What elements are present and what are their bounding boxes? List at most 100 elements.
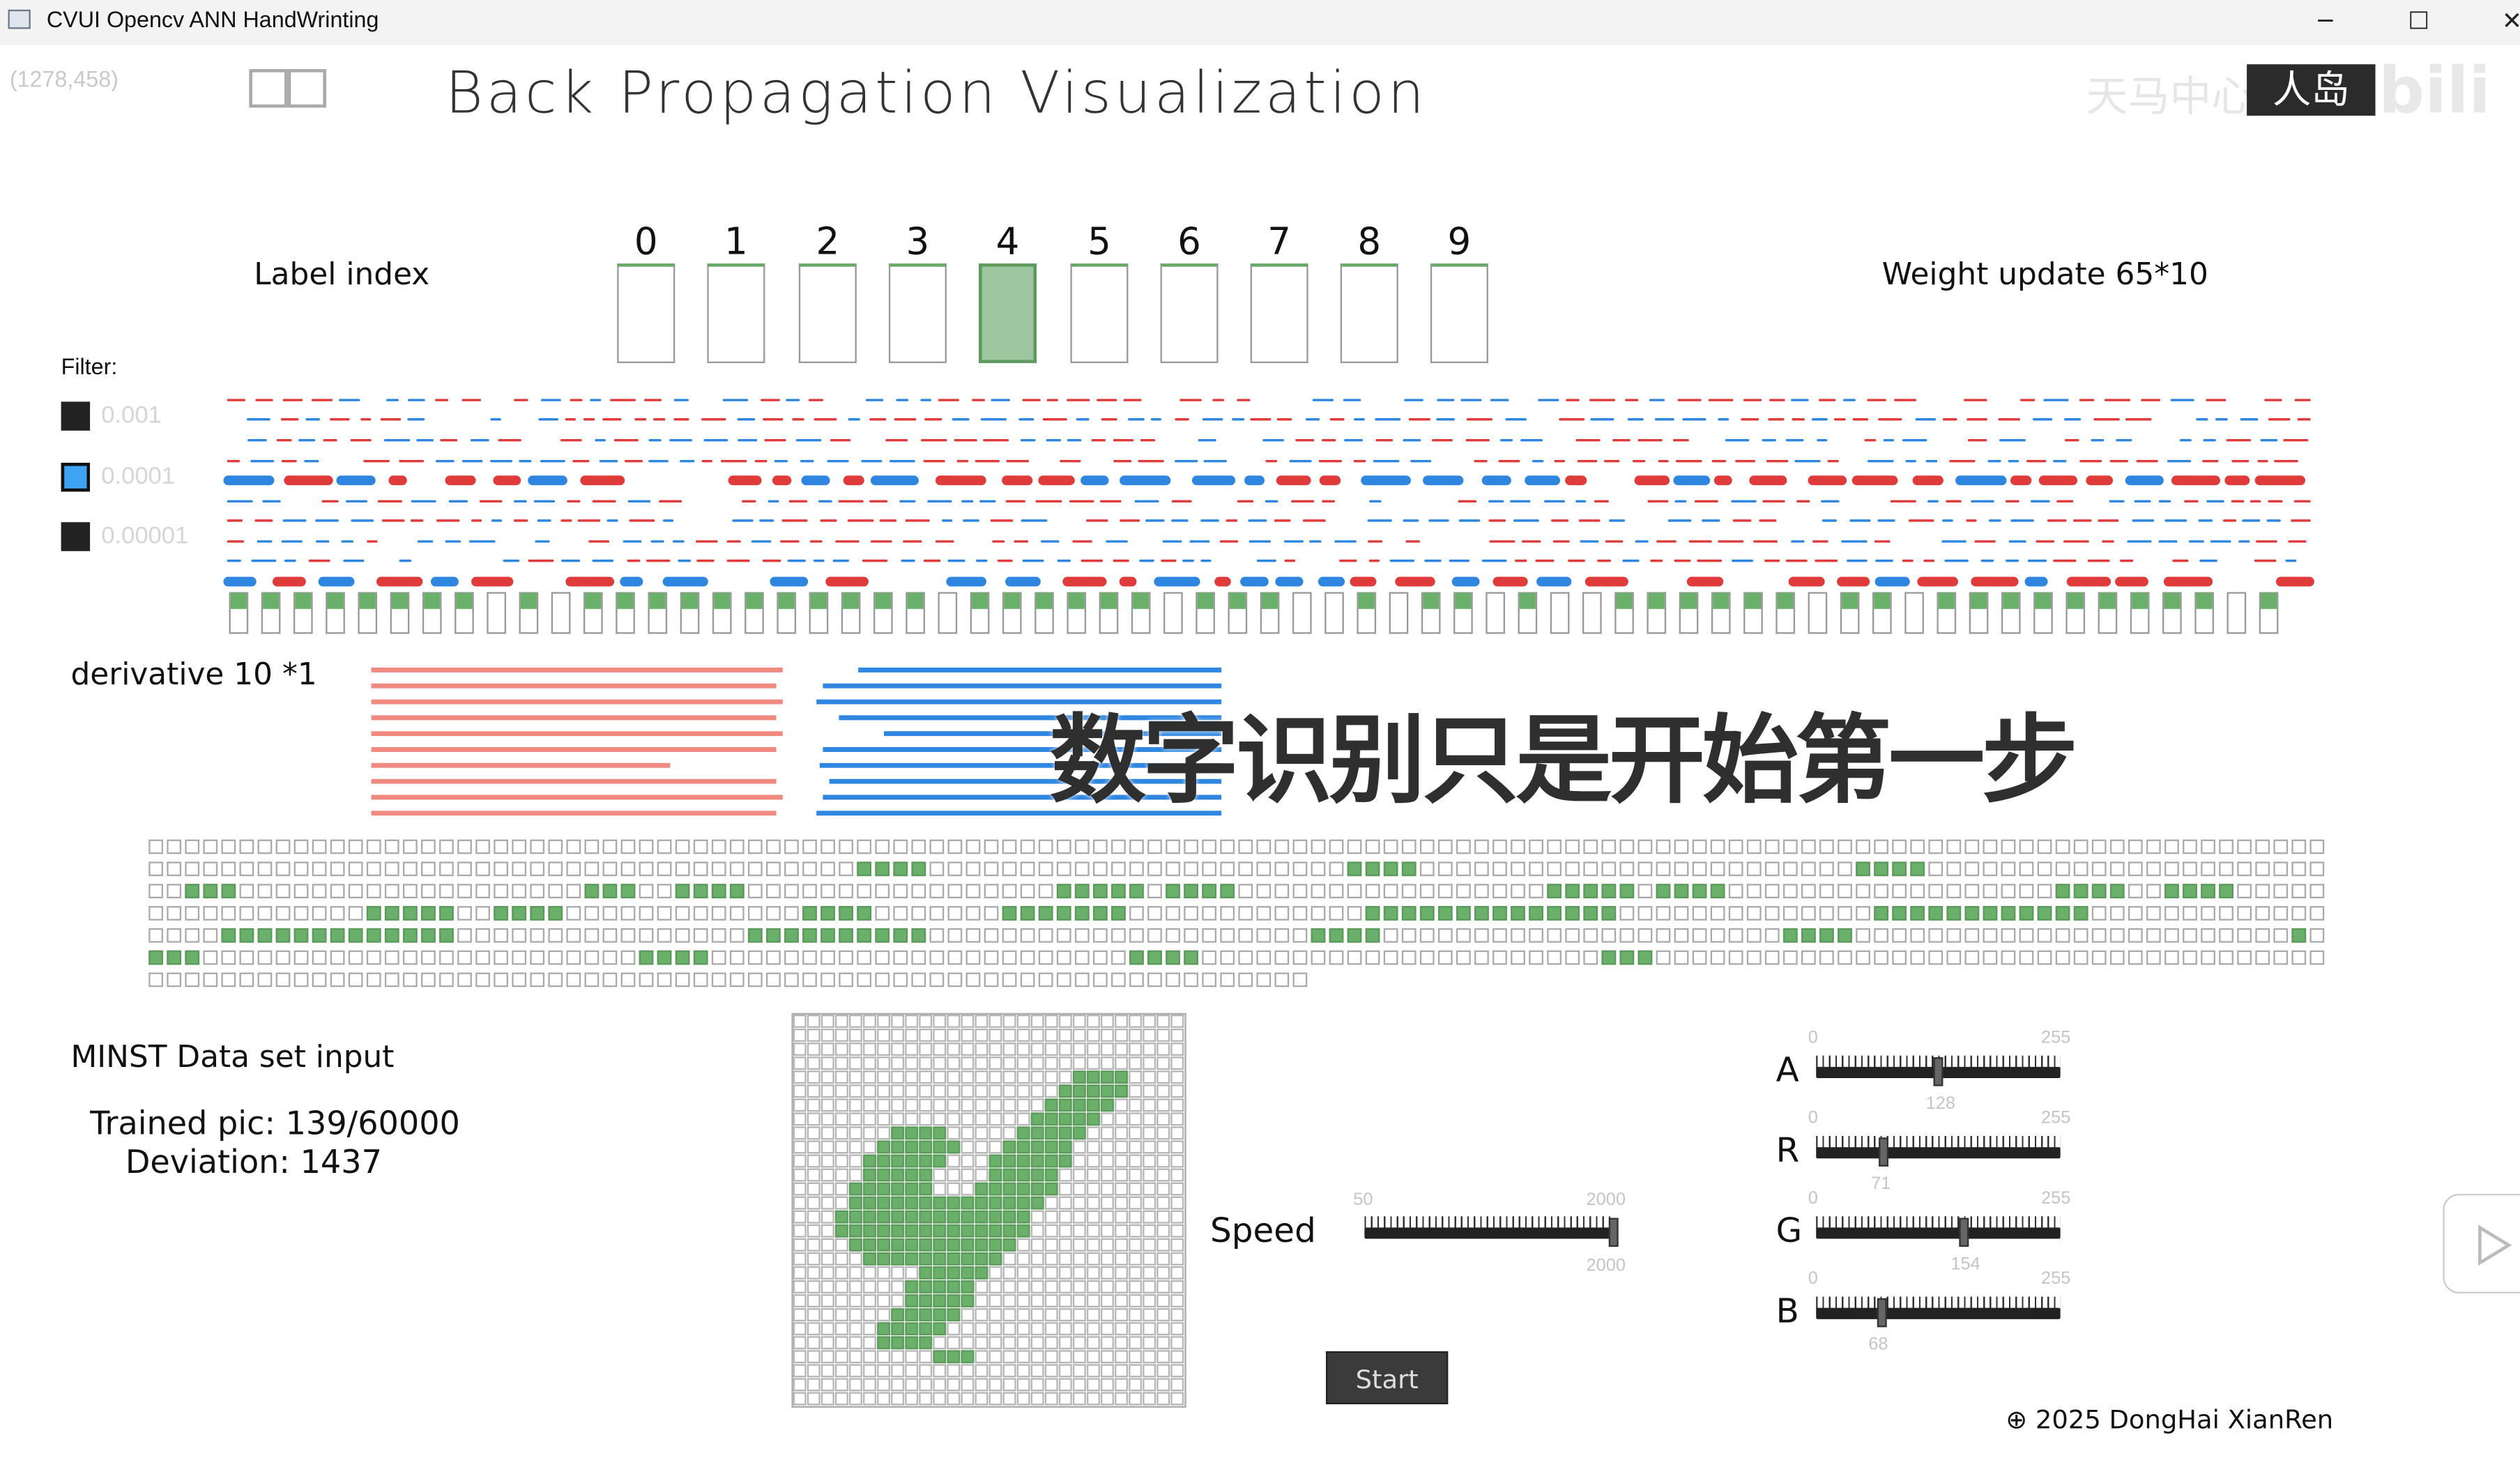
- hidden-cell: [1856, 839, 1870, 854]
- mnist-pixel: [919, 1028, 933, 1042]
- hidden-cell: [1038, 972, 1053, 988]
- mnist-pixel: [1044, 1043, 1058, 1056]
- filter-checkbox[interactable]: [61, 522, 91, 551]
- mnist-pixel: [863, 1308, 876, 1322]
- mnist-pixel-on: [975, 1238, 988, 1252]
- hidden-cell-active: [893, 861, 908, 877]
- mnist-pixel: [793, 1252, 807, 1266]
- mnist-pixel: [1072, 1043, 1086, 1056]
- mnist-pixel: [1016, 1084, 1030, 1098]
- mnist-pixel: [933, 1168, 947, 1182]
- mnist-pixel-on: [891, 1308, 905, 1322]
- label-box-0[interactable]: [617, 263, 675, 364]
- slider-B-thumb[interactable]: [1876, 1298, 1886, 1328]
- slider-R-track[interactable]: [1816, 1147, 2061, 1159]
- mnist-pixel: [988, 1014, 1002, 1028]
- close-button[interactable]: ✕: [2475, 0, 2520, 45]
- hidden-cell: [566, 839, 581, 854]
- hidden-cell: [1383, 950, 1398, 965]
- slider-A-thumb[interactable]: [1934, 1057, 1944, 1086]
- mnist-pixel: [891, 1043, 905, 1056]
- label-box-5[interactable]: [1070, 263, 1129, 364]
- hidden-cell: [2291, 839, 2307, 854]
- label-box-3[interactable]: [888, 263, 947, 364]
- mnist-pixel: [1115, 1336, 1128, 1350]
- hidden-cell: [1256, 928, 1272, 943]
- hidden-cell: [1764, 839, 1780, 854]
- slider-R-thumb[interactable]: [1879, 1137, 1889, 1167]
- hidden-cell: [457, 884, 472, 899]
- hidden-cell: [548, 839, 563, 854]
- start-button[interactable]: Start: [1326, 1351, 1449, 1405]
- slider-G-thumb[interactable]: [1958, 1218, 1969, 1247]
- minimize-button[interactable]: ─: [2318, 6, 2333, 36]
- hidden-cell: [1928, 950, 1944, 965]
- maximize-button[interactable]: ☐: [2408, 6, 2430, 36]
- hidden-cell: [729, 861, 744, 877]
- label-box-1[interactable]: [707, 263, 765, 364]
- slider-G-track[interactable]: [1816, 1227, 2061, 1239]
- hidden-cell: [766, 839, 781, 854]
- mnist-pixel: [1016, 1322, 1030, 1336]
- book-icon[interactable]: [249, 69, 329, 108]
- hidden-cell: [857, 839, 872, 854]
- label-box-7[interactable]: [1250, 263, 1308, 364]
- hidden-cell: [203, 928, 218, 943]
- mnist-pixel: [834, 1182, 848, 1196]
- mnist-pixel: [1016, 1043, 1030, 1056]
- mnist-pixel: [947, 1168, 961, 1182]
- label-box-4[interactable]: [979, 263, 1037, 364]
- slider-B-track[interactable]: [1816, 1307, 2061, 1319]
- hidden-cell: [729, 906, 744, 921]
- hidden-cell: [1819, 861, 1834, 877]
- mnist-pixel: [1016, 1014, 1030, 1028]
- mnist-pixel: [1156, 1238, 1170, 1252]
- mnist-pixel: [1129, 1070, 1143, 1084]
- mnist-pixel: [988, 1280, 1002, 1293]
- mnist-pixel: [820, 1266, 834, 1280]
- hidden-cell: [330, 839, 345, 854]
- hidden-cell: [185, 906, 200, 921]
- hidden-cell-active: [1347, 928, 1362, 943]
- hidden-cell: [802, 839, 817, 854]
- filter-checkbox-selected[interactable]: [61, 462, 91, 492]
- hidden-cell: [620, 972, 636, 988]
- hidden-cell: [312, 861, 327, 877]
- hidden-cell: [366, 839, 381, 854]
- hidden-cell: [1764, 906, 1780, 921]
- hidden-cell-active: [1511, 906, 1525, 921]
- label-box-8[interactable]: [1340, 263, 1398, 364]
- mnist-pixel-on: [961, 1350, 975, 1364]
- play-icon[interactable]: [2443, 1193, 2520, 1293]
- mnist-pixel: [793, 1070, 807, 1084]
- hidden-cell: [639, 884, 654, 899]
- hidden-cell: [1856, 884, 1870, 899]
- mnist-pixel: [1086, 1014, 1100, 1028]
- filter-checkbox[interactable]: [61, 401, 91, 431]
- mnist-pixel-on: [1044, 1140, 1058, 1154]
- hidden-cell: [1910, 839, 1925, 854]
- hidden-cell: [1692, 906, 1707, 921]
- mnist-pixel: [1129, 1280, 1143, 1293]
- hidden-cell: [2073, 839, 2088, 854]
- hidden-cell: [1637, 928, 1653, 943]
- hidden-cell: [893, 884, 908, 899]
- label-box-2[interactable]: [798, 263, 857, 364]
- speed-slider-thumb[interactable]: [1608, 1218, 1619, 1247]
- hidden-cell: [1166, 839, 1180, 854]
- mnist-pixel: [975, 1294, 988, 1307]
- mnist-pixel: [1058, 1182, 1072, 1196]
- speed-slider-track[interactable]: [1364, 1227, 1614, 1239]
- hidden-cell: [984, 884, 999, 899]
- mnist-pixel: [1129, 1014, 1143, 1028]
- label-box-9[interactable]: [1430, 263, 1488, 364]
- hidden-cell-active: [1038, 906, 1053, 921]
- hidden-cell: [185, 839, 200, 854]
- mnist-pixel-on: [961, 1280, 975, 1293]
- mnist-pixel: [1143, 1196, 1156, 1210]
- mnist-pixel: [988, 1057, 1002, 1070]
- mnist-pixel: [1030, 1392, 1044, 1406]
- hidden-cell: [839, 972, 853, 988]
- neuron-activation: [1938, 592, 1955, 609]
- label-box-6[interactable]: [1160, 263, 1219, 364]
